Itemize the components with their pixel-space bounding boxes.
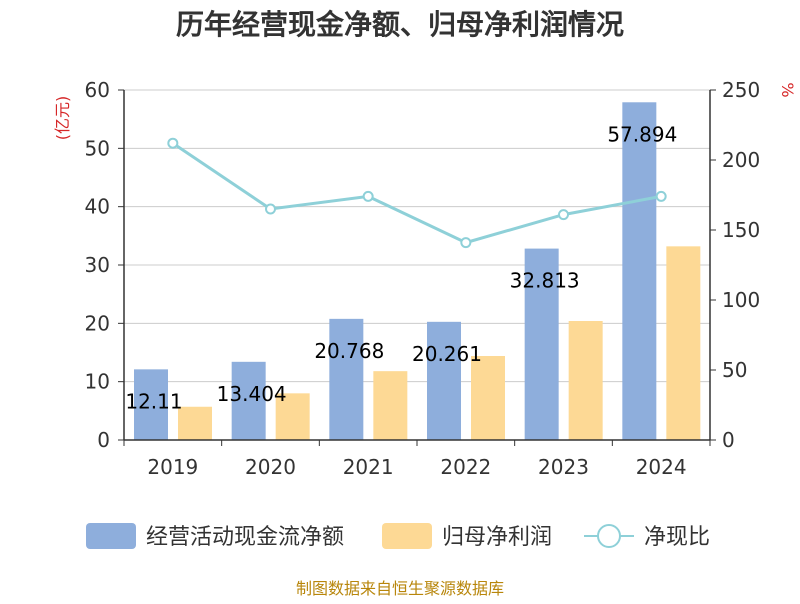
bar-value-label: 12.11 xyxy=(125,389,182,413)
right-tick-label: 50 xyxy=(722,358,747,382)
left-tick-label: 20 xyxy=(85,311,110,335)
ratio-point xyxy=(460,237,472,249)
left-tick-label: 10 xyxy=(85,370,110,394)
left-axis: 0 10 20 30 40 50 60 xyxy=(85,78,125,452)
right-tick-label: 200 xyxy=(722,148,760,172)
legend[interactable]: 经营活动现金流净额 归母净利润 净现比 xyxy=(86,523,710,550)
left-tick-label: 60 xyxy=(85,78,110,102)
bar-value-label: 20.261 xyxy=(412,342,482,366)
bars xyxy=(134,102,701,440)
x-tick-label: 2023 xyxy=(538,455,589,479)
left-tick-label: 40 xyxy=(85,195,110,219)
bar-ocf xyxy=(622,102,657,440)
bar-value-label: 20.768 xyxy=(314,339,384,363)
ratio-line xyxy=(167,137,667,249)
right-axis-unit: % xyxy=(778,82,797,97)
legend-swatch-profit[interactable] xyxy=(382,523,432,549)
x-axis: 2019 2020 2021 2022 2023 2024 xyxy=(123,439,711,479)
bar-labels: 12.11 13.404 20.768 20.261 32.813 57.894 xyxy=(125,122,677,413)
legend-swatch-ratio-marker[interactable] xyxy=(597,524,621,548)
bar-ocf xyxy=(329,318,364,440)
right-axis: 0 50 100 150 200 250 xyxy=(709,78,760,452)
right-tick-label: 100 xyxy=(722,288,760,312)
bar-ocf xyxy=(134,369,168,440)
left-tick-label: 0 xyxy=(97,428,110,452)
bar-profit xyxy=(178,406,212,440)
bar-ocf xyxy=(524,248,559,440)
bar-ocf xyxy=(231,361,266,440)
x-tick-label: 2020 xyxy=(245,455,296,479)
bar-profit xyxy=(471,356,505,440)
bar-value-label: 57.894 xyxy=(607,122,677,146)
bar-value-label: 32.813 xyxy=(510,269,580,293)
legend-label-ratio[interactable]: 净现比 xyxy=(644,525,710,550)
bar-profit xyxy=(373,371,408,440)
legend-label-profit[interactable]: 归母净利润 xyxy=(442,525,552,550)
x-tick-label: 2021 xyxy=(343,455,394,479)
right-tick-label: 150 xyxy=(722,218,760,242)
bar-ocf xyxy=(427,321,461,440)
left-tick-label: 30 xyxy=(85,253,110,277)
bar-profit xyxy=(275,393,310,440)
x-tick-label: 2022 xyxy=(440,455,491,479)
ratio-point xyxy=(362,190,374,202)
legend-swatch-ocf[interactable] xyxy=(86,523,136,549)
footer-source: 制图数据来自恒生聚源数据库 xyxy=(296,579,504,598)
ratio-point xyxy=(655,190,667,202)
x-tick-label: 2019 xyxy=(147,455,198,479)
right-tick-label: 0 xyxy=(722,428,735,452)
left-axis-unit: (亿元) xyxy=(53,96,72,141)
ratio-polyline xyxy=(171,141,662,245)
ratio-point xyxy=(167,137,179,149)
bar-profit xyxy=(568,321,603,440)
bar-profit xyxy=(666,246,701,440)
right-tick-label: 250 xyxy=(722,78,760,102)
ratio-point xyxy=(265,203,276,215)
grid xyxy=(124,89,710,383)
x-tick-label: 2024 xyxy=(636,455,687,479)
bar-value-label: 13.404 xyxy=(217,382,287,406)
legend-label-ocf[interactable]: 经营活动现金流净额 xyxy=(146,525,344,550)
ratio-point xyxy=(558,209,569,221)
left-tick-label: 50 xyxy=(85,136,110,160)
chart-title: 历年经营现金净额、归母净利润情况 xyxy=(176,8,624,41)
